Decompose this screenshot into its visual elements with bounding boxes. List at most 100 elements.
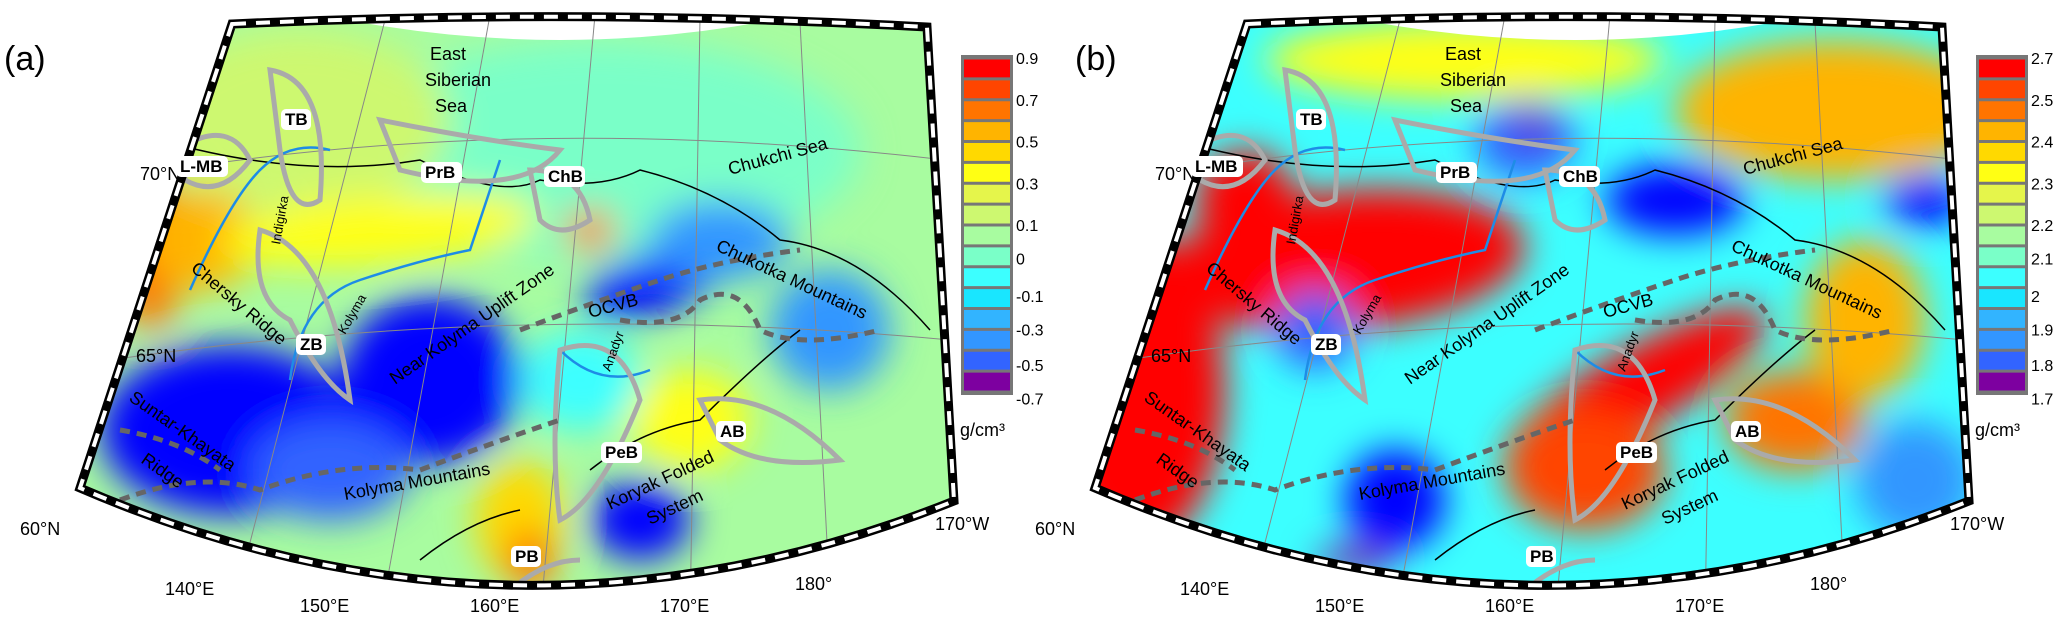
fault-line — [119, 417, 561, 503]
colorbar-tick-label: -0.5 — [1016, 358, 1044, 375]
colorbar: 2.7 2.5 2.4 2.3 2.2 2.1 2 1.9 1.8 1.7 g/cm³ — [1975, 51, 2053, 440]
sea-label: Siberian — [425, 70, 491, 90]
anomaly-patch — [650, 200, 790, 280]
map-frame-dashes — [77, 14, 957, 588]
colorbar-bin — [964, 372, 1010, 391]
basin-label-box — [296, 334, 326, 355]
basin-outline — [267, 66, 324, 207]
sea-label: Sea — [1450, 96, 1483, 116]
meridian — [379, 16, 491, 586]
meridian — [539, 16, 596, 586]
colorbar: 0.9 0.7 0.5 0.3 0.1 0 -0.1 -0.3 -0.5 -0.7 g/cm³ — [960, 51, 1044, 440]
colorbar-bin — [964, 184, 1010, 203]
basin-label: AB — [720, 422, 745, 441]
fault-line — [1534, 247, 1816, 333]
colorbar-bin — [1979, 184, 2025, 203]
meridian — [1554, 16, 1611, 586]
longitude-label: 180° — [795, 574, 832, 594]
colorbar-bin — [1979, 59, 2025, 78]
anomaly-patch — [250, 420, 410, 520]
sea-label: Sea — [435, 96, 468, 116]
longitude-label: 150°E — [1315, 596, 1364, 616]
colorbar-tick-label: 0.9 — [1016, 51, 1038, 68]
colorbar-tick-label: 2.2 — [2031, 218, 2053, 235]
colorbar-tick-label: 2.4 — [2031, 135, 2053, 152]
anomaly-patch — [1345, 450, 1445, 550]
meridian — [229, 19, 386, 586]
colorbar-bin — [964, 163, 1010, 182]
fault-lines — [119, 247, 881, 503]
colorbar-bin — [964, 310, 1010, 328]
colorbar-bin — [1979, 205, 2025, 224]
colorbar-tick-label: -0.3 — [1016, 322, 1044, 339]
colorbar-unit: g/cm³ — [1975, 420, 2020, 440]
colorbar-bin — [964, 122, 1010, 140]
basin-outline — [255, 226, 354, 406]
colorbar-tick-label: 1.9 — [2031, 322, 2053, 339]
colorbar-unit: g/cm³ — [960, 420, 1005, 440]
longitude-label: 170°E — [660, 596, 709, 616]
colorbar-tick-label: 0.5 — [1016, 135, 1038, 152]
basin-label-box — [176, 156, 228, 177]
basin-label: TB — [285, 110, 308, 129]
basin-label: ChB — [548, 167, 583, 186]
longitude-label: 140°E — [165, 579, 214, 599]
latitude-label: 65°N — [1151, 346, 1191, 366]
basin-label-box — [511, 546, 541, 567]
colorbar-bin — [964, 351, 1010, 370]
anomaly-patch — [340, 295, 520, 465]
latitude-label: 70°N — [1155, 164, 1195, 184]
basin-label-box — [601, 442, 642, 463]
colorbar-bin — [964, 247, 1010, 266]
basin-outline — [1270, 226, 1369, 406]
basin-label-box — [1616, 442, 1657, 463]
colorbar-bin — [1979, 122, 2025, 140]
fault-line — [1134, 427, 1237, 473]
fault-line — [519, 247, 801, 333]
colorbar-bin — [1979, 247, 2025, 266]
meridian — [1814, 21, 1846, 586]
anomaly-patch — [1605, 165, 1745, 235]
colorbar-tick-label: -0.7 — [1016, 391, 1044, 408]
colorbar-bin — [964, 289, 1010, 307]
anomaly-patch — [1805, 240, 1925, 400]
colorbar-bin — [964, 80, 1010, 99]
colorbar-bin — [1979, 372, 2025, 391]
basin-label: TB — [1300, 110, 1323, 129]
sea-label: Siberian — [1440, 70, 1506, 90]
basin-label-box — [716, 421, 746, 442]
basin-label-box — [1296, 109, 1326, 130]
latitude-label: 70°N — [140, 164, 180, 184]
basin-outline — [1197, 132, 1268, 190]
fault-lines — [1134, 247, 1896, 503]
meridian — [1394, 16, 1506, 586]
sea-label: East — [430, 44, 466, 64]
panel-label: (b) — [1075, 40, 1117, 78]
basin-label: L-MB — [1195, 157, 1237, 176]
basin-outline — [552, 343, 643, 524]
colorbar-bin — [1979, 80, 2025, 99]
colorbar-tick-label: 2 — [2031, 289, 2040, 306]
colorbar-tick-label: 2.3 — [2031, 176, 2053, 193]
basin-label-box — [281, 109, 311, 130]
basin-outline — [498, 557, 581, 586]
colorbar-tick-label: 2.5 — [2031, 93, 2053, 110]
basin-label: L-MB — [180, 157, 222, 176]
colorbar-bin — [964, 143, 1010, 161]
basin-label-box — [1559, 166, 1600, 187]
colorbar-bin — [1979, 310, 2025, 328]
longitude-label: 170°W — [1950, 514, 2004, 534]
basin-label: PB — [515, 547, 539, 566]
basin-label: ZB — [1315, 335, 1338, 354]
fault-line — [619, 291, 881, 343]
basin-outline — [1282, 66, 1339, 207]
colorbar-tick-label: -0.1 — [1016, 289, 1044, 306]
colorbar-bin — [964, 226, 1010, 245]
anomaly-patch — [1885, 175, 1965, 225]
panel-b: (b) 70°N 65°N 60°N 140°E 150°E 160°E 170°E 180° 1… — [1035, 12, 2053, 616]
latitude-label: 65°N — [136, 346, 176, 366]
colorbar-bin — [964, 268, 1010, 287]
basin-label-box — [421, 162, 462, 183]
colorbar-bin — [1979, 289, 2025, 307]
longitude-label: 160°E — [470, 596, 519, 616]
